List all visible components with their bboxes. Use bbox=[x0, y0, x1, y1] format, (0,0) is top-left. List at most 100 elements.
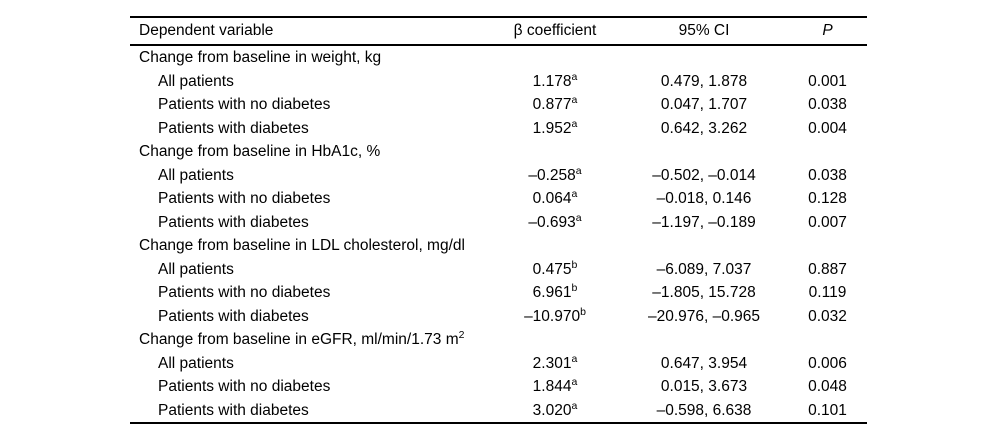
beta-cell: 1.952a bbox=[490, 117, 620, 141]
section-label: Change from baseline in HbA1c, % bbox=[130, 140, 867, 164]
table-row: Patients with diabetes –10.970b –20.976,… bbox=[130, 305, 867, 329]
beta-sup: a bbox=[571, 352, 578, 365]
section-row-ldl: Change from baseline in LDL cholesterol,… bbox=[130, 234, 867, 258]
p-cell: 0.887 bbox=[808, 260, 847, 278]
table-row: Patients with no diabetes 0.064a –0.018,… bbox=[130, 187, 867, 211]
beta-value: 0.877 bbox=[532, 96, 572, 113]
beta-value: 3.020 bbox=[532, 401, 572, 419]
beta-sup: a bbox=[571, 70, 578, 83]
table-row: Patients with no diabetes 0.877a 0.047, … bbox=[130, 93, 867, 117]
ci-cell: 0.642, 3.262 bbox=[660, 119, 748, 137]
row-label: All patients bbox=[158, 72, 234, 90]
p-cell: 0.101 bbox=[808, 401, 847, 419]
row-label: Patients with diabetes bbox=[158, 213, 309, 231]
beta-value: –0.258 bbox=[528, 166, 576, 184]
p-cell: 0.038 bbox=[808, 96, 847, 113]
p-cell: 0.038 bbox=[808, 166, 847, 184]
row-label: All patients bbox=[158, 354, 234, 372]
p-cell: 0.007 bbox=[808, 213, 847, 231]
beta-value: 6.961 bbox=[532, 284, 572, 301]
ci-cell: –1.805, 15.728 bbox=[652, 284, 756, 301]
ci-cell: 0.647, 3.954 bbox=[660, 354, 748, 372]
header-dependent-variable: Dependent variable bbox=[139, 22, 274, 39]
section-row-weight: Change from baseline in weight, kg bbox=[130, 45, 867, 70]
row-label: Patients with no diabetes bbox=[158, 190, 331, 207]
beta-cell: 1.178a bbox=[490, 70, 620, 94]
beta-sup: a bbox=[571, 93, 578, 106]
ci-cell: –20.976, –0.965 bbox=[647, 307, 761, 325]
ci-cell: –0.018, 0.146 bbox=[656, 190, 752, 207]
beta-value: 0.064 bbox=[532, 190, 572, 207]
p-cell: 0.004 bbox=[808, 119, 847, 137]
ci-cell: 0.015, 3.673 bbox=[660, 378, 748, 395]
section-label: Change from baseline in eGFR, ml/min/1.7… bbox=[130, 328, 867, 352]
table-row: Patients with diabetes –0.693a –1.197, –… bbox=[130, 211, 867, 235]
p-cell: 0.006 bbox=[808, 354, 847, 372]
header-p-value: P bbox=[822, 22, 833, 39]
beta-value: 0.475 bbox=[532, 260, 572, 278]
row-label: Patients with no diabetes bbox=[158, 378, 331, 395]
header-row: Dependent variable β coefficient 95% CI … bbox=[130, 17, 867, 45]
section-row-egfr: Change from baseline in eGFR, ml/min/1.7… bbox=[130, 328, 867, 352]
beta-cell: 3.020a bbox=[490, 399, 620, 424]
beta-sup: a bbox=[571, 117, 578, 130]
beta-cell: 6.961b bbox=[490, 281, 620, 305]
beta-cell: 0.475b bbox=[490, 258, 620, 282]
beta-sup: a bbox=[575, 211, 582, 224]
beta-sup: a bbox=[571, 187, 578, 200]
beta-value: 1.178 bbox=[532, 72, 572, 90]
table-row: Patients with no diabetes 1.844a 0.015, … bbox=[130, 375, 867, 399]
table-header: Dependent variable β coefficient 95% CI … bbox=[130, 17, 867, 45]
section-label-text: Change from baseline in eGFR, ml/min/1.7… bbox=[139, 331, 459, 348]
beta-sup: b bbox=[580, 305, 586, 318]
beta-value: 1.952 bbox=[532, 119, 572, 137]
section-label-text: Change from baseline in HbA1c, % bbox=[139, 143, 381, 160]
header-beta-coefficient: β coefficient bbox=[513, 22, 597, 39]
row-label: All patients bbox=[158, 166, 234, 184]
section-label: Change from baseline in LDL cholesterol,… bbox=[130, 234, 867, 258]
ci-cell: –0.598, 6.638 bbox=[656, 401, 752, 419]
header-95-ci: 95% CI bbox=[678, 22, 730, 39]
beta-cell: 0.877a bbox=[490, 93, 620, 117]
p-cell: 0.119 bbox=[808, 284, 847, 301]
beta-sup: a bbox=[571, 399, 578, 412]
table-body: Change from baseline in weight, kg All p… bbox=[130, 45, 867, 423]
table-row: All patients 0.475b –6.089, 7.037 0.887 bbox=[130, 258, 867, 282]
beta-sup: a bbox=[575, 164, 582, 177]
row-label: Patients with no diabetes bbox=[158, 96, 331, 113]
p-cell: 0.001 bbox=[808, 72, 847, 90]
table-row: All patients –0.258a –0.502, –0.014 0.03… bbox=[130, 164, 867, 188]
ci-cell: 0.047, 1.707 bbox=[660, 96, 748, 113]
ci-cell: –6.089, 7.037 bbox=[656, 260, 752, 278]
section-row-hba1c: Change from baseline in HbA1c, % bbox=[130, 140, 867, 164]
section-label-sup: 2 bbox=[458, 328, 465, 341]
beta-cell: 1.844a bbox=[490, 375, 620, 399]
section-label-text: Change from baseline in LDL cholesterol,… bbox=[139, 237, 465, 254]
section-label: Change from baseline in weight, kg bbox=[130, 45, 867, 70]
beta-sup: b bbox=[571, 281, 578, 294]
regression-statistics-table: Dependent variable β coefficient 95% CI … bbox=[130, 16, 867, 424]
row-label: Patients with diabetes bbox=[158, 119, 309, 137]
p-cell: 0.048 bbox=[808, 378, 847, 395]
beta-cell: 0.064a bbox=[490, 187, 620, 211]
beta-cell: –10.970b bbox=[490, 305, 620, 329]
table-row: Patients with diabetes 3.020a –0.598, 6.… bbox=[130, 399, 867, 424]
table-row: Patients with diabetes 1.952a 0.642, 3.2… bbox=[130, 117, 867, 141]
ci-cell: –0.502, –0.014 bbox=[652, 166, 756, 184]
section-label-text: Change from baseline in weight, kg bbox=[139, 49, 382, 66]
beta-value: 2.301 bbox=[532, 354, 572, 372]
table-row: Patients with no diabetes 6.961b –1.805,… bbox=[130, 281, 867, 305]
beta-sup: a bbox=[571, 375, 578, 388]
ci-cell: 0.479, 1.878 bbox=[660, 72, 748, 90]
beta-value: 1.844 bbox=[532, 378, 572, 395]
row-label: Patients with no diabetes bbox=[158, 284, 331, 301]
p-cell: 0.032 bbox=[808, 307, 847, 325]
p-cell: 0.128 bbox=[808, 190, 847, 207]
row-label: All patients bbox=[158, 260, 234, 278]
beta-cell: 2.301a bbox=[490, 352, 620, 376]
beta-cell: –0.258a bbox=[490, 164, 620, 188]
beta-value: –10.970 bbox=[524, 307, 581, 325]
statistics-table-container: Dependent variable β coefficient 95% CI … bbox=[130, 16, 867, 424]
beta-value: –0.693 bbox=[528, 213, 576, 231]
